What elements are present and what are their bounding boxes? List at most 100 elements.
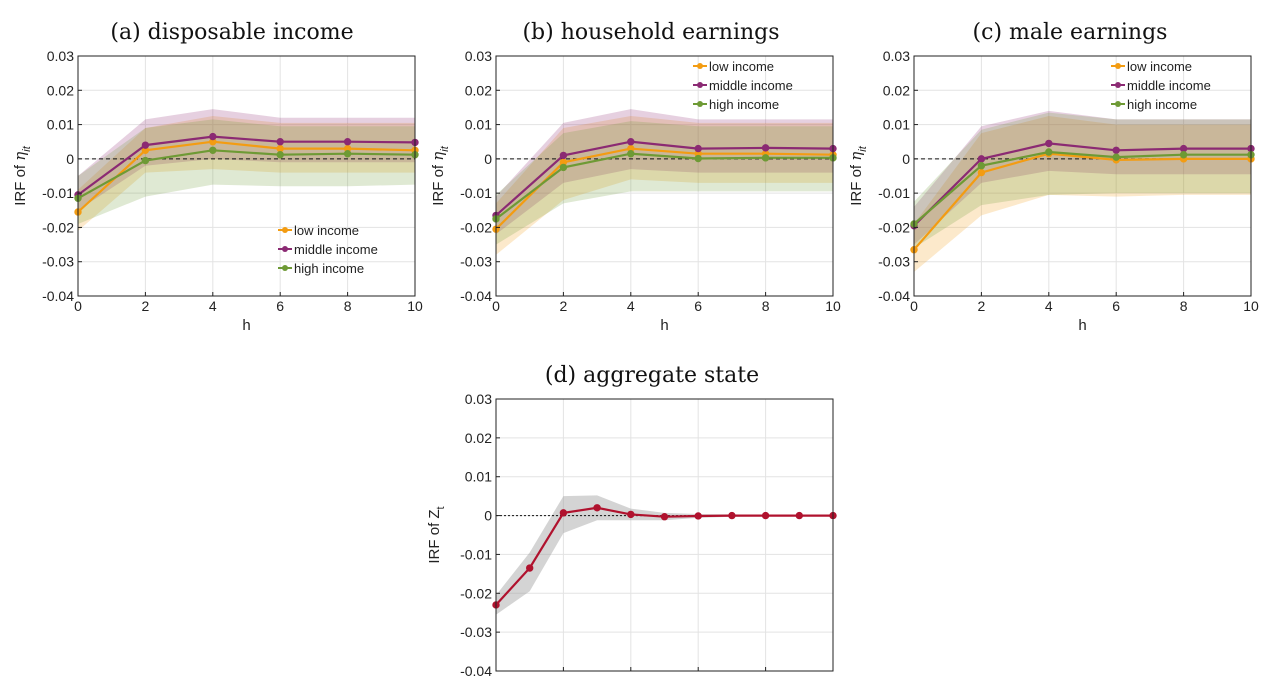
series-line	[77, 135, 416, 196]
data-point	[1179, 151, 1188, 159]
y-tick-label: 0.03	[883, 48, 910, 64]
data-point	[559, 163, 568, 172]
legend-label: low income	[294, 223, 359, 238]
legend-entry: middle income	[278, 242, 378, 257]
axes-frame	[495, 398, 834, 672]
data-point	[627, 510, 635, 519]
y-tick-label: -0.01	[42, 185, 74, 201]
y-tick-label: -0.04	[42, 288, 74, 304]
data-point	[761, 511, 770, 520]
chart-title: (c) male earnings	[973, 20, 1168, 45]
x-tick-label: 6	[276, 298, 284, 314]
x-axis-label: h	[660, 317, 668, 334]
legend-entry: low income	[1111, 59, 1192, 74]
data-point	[761, 154, 770, 162]
x-tick-label: 2	[560, 298, 568, 314]
data-point	[728, 511, 736, 520]
y-tick-label: 0.01	[465, 469, 492, 485]
y-tick-label: 0.02	[465, 430, 492, 446]
y-axis-label: IRF of Zt	[426, 506, 447, 563]
chart-title: (b) household earnings	[522, 20, 779, 45]
series-line	[913, 152, 1251, 251]
confidence-band	[496, 121, 833, 245]
y-tick-label: 0.02	[465, 82, 492, 98]
legend-swatch-marker	[1115, 82, 1121, 88]
data-point	[694, 144, 702, 153]
x-axis-label: h	[242, 317, 250, 334]
data-point	[559, 151, 568, 160]
x-tick-label: 10	[825, 673, 841, 676]
y-tick-label: -0.04	[878, 288, 910, 304]
x-tick-label: 10	[825, 298, 841, 314]
y-tick-label: 0.03	[465, 48, 492, 64]
axes-frame	[77, 55, 416, 297]
data-point	[209, 132, 217, 141]
y-tick-label: -0.01	[460, 546, 492, 562]
series-line	[495, 140, 834, 217]
legend-label: high income	[709, 97, 779, 112]
x-tick-label: 10	[1243, 298, 1259, 314]
legend-swatch-marker	[1115, 63, 1121, 69]
series-line	[913, 150, 1251, 225]
y-tick-label: 0.02	[47, 82, 74, 98]
data-point	[1112, 153, 1120, 161]
x-axis-label: h	[1078, 317, 1086, 334]
x-tick-label: 8	[762, 298, 770, 314]
y-tick-label: -0.01	[878, 185, 910, 201]
y-tick-label: -0.02	[460, 585, 492, 601]
confidence-band	[914, 112, 1251, 248]
legend-entry: middle income	[693, 78, 793, 93]
data-point	[209, 146, 217, 154]
x-tick-label: 6	[1112, 298, 1120, 314]
confidence-band	[496, 109, 833, 235]
data-point	[276, 151, 284, 159]
y-tick-label: -0.02	[42, 219, 74, 235]
data-point	[141, 141, 150, 149]
data-point	[977, 162, 986, 170]
y-tick-label: 0.01	[883, 117, 910, 133]
confidence-band	[914, 110, 1251, 245]
y-tick-label: -0.02	[878, 219, 910, 235]
y-tick-label: 0	[484, 151, 492, 167]
data-point	[343, 150, 352, 158]
data-point	[977, 168, 986, 177]
x-tick-label: 4	[209, 298, 217, 314]
data-point	[977, 155, 986, 163]
data-point	[343, 138, 352, 146]
legend-swatch-marker	[697, 82, 703, 88]
x-tick-label: 6	[694, 673, 702, 676]
y-tick-label: 0.03	[47, 48, 74, 64]
y-tick-label: -0.03	[460, 254, 492, 270]
x-tick-label: 4	[627, 298, 635, 314]
legend-entry: high income	[278, 261, 364, 276]
data-point	[276, 138, 284, 146]
data-point	[627, 150, 635, 158]
x-tick-label: 2	[560, 673, 568, 676]
data-point	[276, 144, 284, 153]
x-tick-label: 2	[142, 298, 150, 314]
confidence-band	[78, 119, 415, 224]
y-tick-label: 0	[484, 508, 492, 524]
data-point	[627, 138, 635, 146]
y-tick-label: 0.03	[465, 391, 492, 407]
legend-swatch-marker	[1115, 101, 1121, 107]
chart-panel-4: (d) aggregate state 0 2 4 6 8 10 -0.04 -0.03 -0.0…	[426, 363, 841, 676]
series-line	[913, 142, 1251, 227]
chart-title: (a) disposable income	[110, 20, 353, 45]
series-line	[77, 140, 416, 213]
axes-frame	[913, 55, 1252, 297]
x-tick-label: 4	[627, 673, 635, 676]
y-tick-label: -0.02	[460, 219, 492, 235]
data-point	[660, 513, 669, 521]
data-point	[761, 144, 770, 152]
data-point	[694, 154, 702, 163]
y-tick-label: -0.03	[460, 624, 492, 640]
y-tick-label: -0.04	[460, 663, 492, 676]
y-tick-label: -0.01	[460, 185, 492, 201]
legend-label: high income	[294, 261, 364, 276]
x-tick-label: 0	[74, 298, 82, 314]
y-axis-label: IRF of ηit	[429, 145, 451, 205]
x-tick-label: 8	[344, 298, 352, 314]
y-tick-label: 0.02	[883, 82, 910, 98]
